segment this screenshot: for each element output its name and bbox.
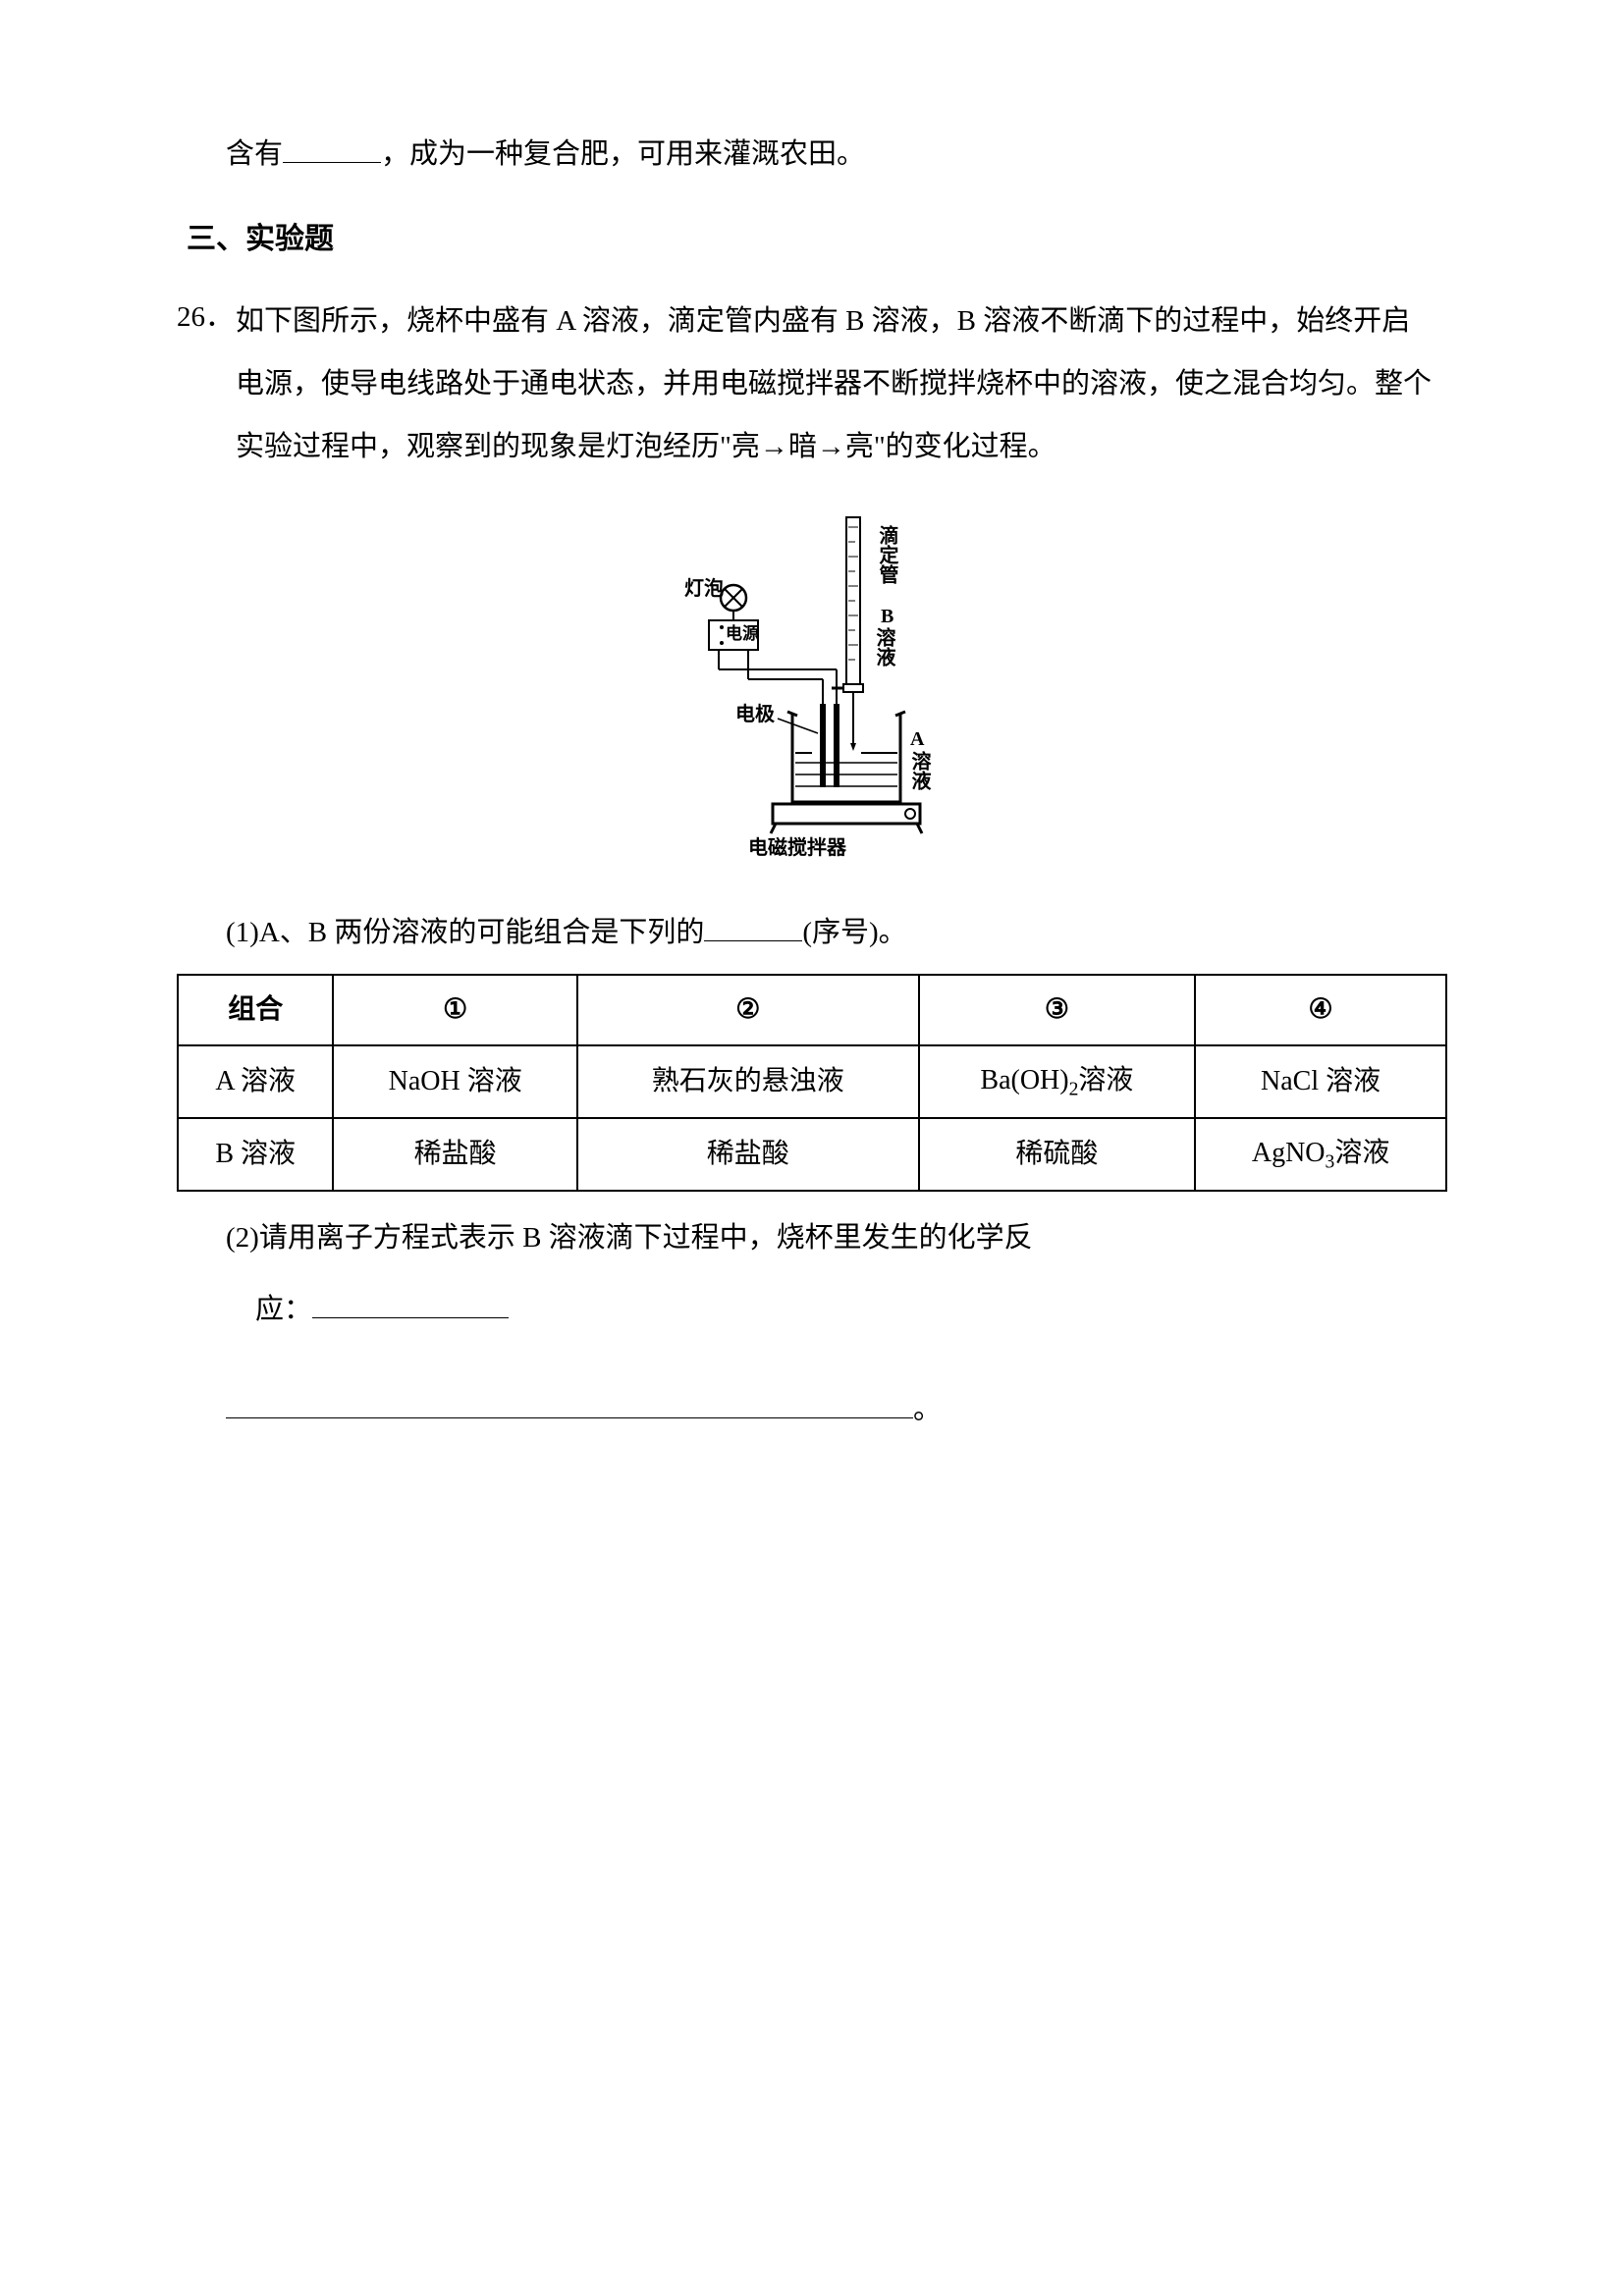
q26-sub2-line2: 应： — [177, 1283, 1447, 1337]
cell-a3: Ba(OH)2溶液 — [919, 1045, 1196, 1118]
label-electrode: 电极 — [735, 704, 775, 725]
label-a1: A — [910, 728, 924, 750]
q26-sub2: (2)请用离子方程式表示 B 溶液滴下过程中，烧杯里发生的化学反 — [177, 1211, 1447, 1265]
table-row-a: A 溶液 NaOH 溶液 熟石灰的悬浊液 Ba(OH)2溶液 NaCl 溶液 — [178, 1045, 1446, 1118]
blank-fertilizer — [283, 133, 381, 163]
diagram-svg — [655, 507, 969, 861]
label-bulb: 灯泡 — [684, 578, 724, 600]
table-row-header: 组合 ① ② ③ ④ — [178, 975, 1446, 1045]
label-burette: 滴定管 — [876, 525, 897, 584]
sub2-line2: 应： — [255, 1294, 312, 1325]
combination-table: 组合 ① ② ③ ④ A 溶液 NaOH 溶液 熟石灰的悬浊液 Ba(OH)2溶… — [177, 974, 1447, 1192]
th-3: ③ — [919, 975, 1196, 1045]
top-suffix: ，成为一种复合肥，可用来灌溉农田。 — [381, 138, 865, 170]
label-power: 电源 — [726, 625, 759, 644]
th-4: ④ — [1195, 975, 1446, 1045]
cell-b2: 稀盐酸 — [577, 1118, 919, 1191]
top-continuation: 含有 ，成为一种复合肥，可用来灌溉农田。 — [177, 128, 1447, 182]
question-26: 26． 如下图所示，烧杯中盛有 A 溶液，滴定管内盛有 B 溶液，B 溶液不断滴… — [177, 291, 1447, 478]
table-row-b: B 溶液 稀盐酸 稀盐酸 稀硫酸 AgNO3溶液 — [178, 1118, 1446, 1191]
sub1-prefix: (1)A、B 两份溶液的可能组合是下列的 — [226, 917, 704, 948]
th-1: ① — [333, 975, 577, 1045]
cell-b4: AgNO3溶液 — [1195, 1118, 1446, 1191]
row-b-label: B 溶液 — [178, 1118, 333, 1191]
label-b1: B — [881, 606, 893, 627]
section-3-header: 三、实验题 — [177, 211, 1447, 267]
cell-a2: 熟石灰的悬浊液 — [577, 1045, 919, 1118]
label-a2: 溶液 — [908, 751, 930, 790]
blank-equation-line — [226, 1390, 913, 1418]
sub1-suffix: (序号)。 — [802, 917, 906, 948]
blank-equation-inline — [312, 1288, 509, 1317]
label-stirrer: 电磁搅拌器 — [748, 837, 846, 859]
top-prefix: 含有 — [226, 138, 283, 170]
cell-b3: 稀硫酸 — [919, 1118, 1196, 1191]
period: 。 — [913, 1394, 942, 1425]
row-a-label: A 溶液 — [178, 1045, 333, 1118]
blank-combination — [704, 911, 802, 940]
q26-sub1: (1)A、B 两份溶液的可能组合是下列的 (序号)。 — [177, 906, 1447, 960]
label-b2: 溶液 — [873, 627, 894, 667]
sub2-text: (2)请用离子方程式表示 B 溶液滴下过程中，烧杯里发生的化学反 — [226, 1222, 1033, 1254]
cell-b1: 稀盐酸 — [333, 1118, 577, 1191]
q26-number: 26． — [177, 291, 236, 478]
q26-body: 如下图所示，烧杯中盛有 A 溶液，滴定管内盛有 B 溶液，B 溶液不断滴下的过程… — [236, 291, 1447, 478]
th-0: 组合 — [178, 975, 333, 1045]
cell-a4: NaCl 溶液 — [1195, 1045, 1446, 1118]
blank-line-container: 。 — [177, 1351, 1447, 1437]
experiment-diagram: 滴定管 B 溶液 灯泡 电源 电极 A 溶液 电磁搅拌器 — [655, 507, 969, 861]
cell-a1: NaOH 溶液 — [333, 1045, 577, 1118]
th-2: ② — [577, 975, 919, 1045]
diagram-container: 滴定管 B 溶液 灯泡 电源 电极 A 溶液 电磁搅拌器 — [177, 507, 1447, 880]
